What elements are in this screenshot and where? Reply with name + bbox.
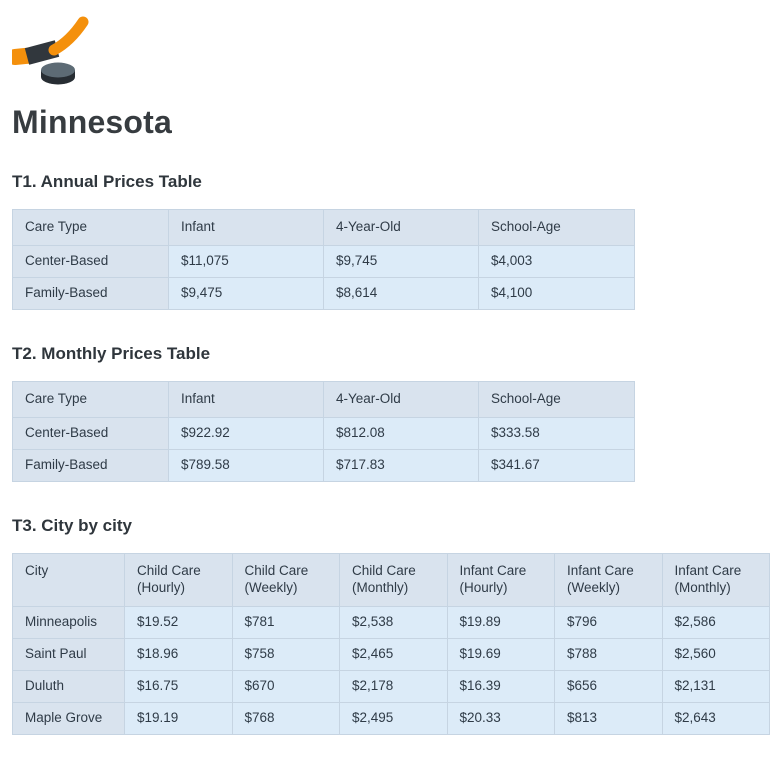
column-header: Child Care (Hourly) (124, 552, 233, 607)
price-cell: $796 (554, 605, 663, 639)
price-cell: $2,131 (661, 669, 770, 703)
price-cell: $19.52 (124, 605, 233, 639)
price-cell: $19.89 (446, 605, 555, 639)
column-header: Infant (168, 380, 324, 418)
price-cell: $788 (554, 637, 663, 671)
column-header: Infant (168, 209, 324, 246)
price-cell: $758 (231, 637, 340, 671)
price-cell: $20.33 (446, 701, 555, 735)
price-cell: $670 (231, 669, 340, 703)
column-header: Infant Care (Weekly) (554, 552, 663, 607)
price-cell: $2,560 (661, 637, 770, 671)
column-header: 4-Year-Old (323, 209, 479, 246)
price-cell: $781 (231, 605, 340, 639)
price-cell: $768 (231, 701, 340, 735)
section-annual-prices: T1. Annual Prices Table Care Type Infant… (12, 172, 770, 310)
column-header: City (12, 552, 125, 607)
column-header: Care Type (12, 380, 169, 418)
price-cell: $813 (554, 701, 663, 735)
price-cell: $2,465 (339, 637, 448, 671)
table-row: Center-Based $922.92 $812.08 $333.58 (12, 416, 635, 450)
price-cell: $333.58 (478, 416, 635, 450)
column-header: Child Care (Monthly) (339, 552, 448, 607)
row-header-cell: Maple Grove (12, 701, 125, 735)
city-by-city-table: City Child Care (Hourly) Child Care (Wee… (12, 552, 770, 735)
table-header-row: Care Type Infant 4-Year-Old School-Age (12, 209, 635, 246)
row-header-cell: Duluth (12, 669, 125, 703)
table-row: Maple Grove $19.19 $768 $2,495 $20.33 $8… (12, 701, 770, 735)
price-cell: $19.19 (124, 701, 233, 735)
price-cell: $812.08 (323, 416, 479, 450)
price-cell: $16.75 (124, 669, 233, 703)
column-header: Infant Care (Monthly) (661, 552, 770, 607)
monthly-prices-table: Care Type Infant 4-Year-Old School-Age C… (12, 380, 635, 482)
table-row: Duluth $16.75 $670 $2,178 $16.39 $656 $2… (12, 669, 770, 703)
price-cell: $18.96 (124, 637, 233, 671)
price-cell: $4,100 (478, 276, 635, 310)
price-cell: $922.92 (168, 416, 324, 450)
price-cell: $9,475 (168, 276, 324, 310)
column-header: Care Type (12, 209, 169, 246)
price-cell: $2,586 (661, 605, 770, 639)
price-cell: $4,003 (478, 244, 635, 278)
price-cell: $2,643 (661, 701, 770, 735)
row-header-cell: Minneapolis (12, 605, 125, 639)
price-cell: $8,614 (323, 276, 479, 310)
column-header: School-Age (478, 209, 635, 246)
section-monthly-prices: T2. Monthly Prices Table Care Type Infan… (12, 344, 770, 482)
hockey-stick-shape (12, 16, 89, 65)
row-header-cell: Family-Based (12, 448, 169, 482)
page-title: Minnesota (12, 104, 173, 140)
column-header: School-Age (478, 380, 635, 418)
puck-shape (41, 62, 75, 85)
price-cell: $2,178 (339, 669, 448, 703)
table-row: Family-Based $9,475 $8,614 $4,100 (12, 276, 635, 310)
section-heading-t1: T1. Annual Prices Table (12, 172, 202, 191)
row-header-cell: Center-Based (12, 416, 169, 450)
row-header-cell: Saint Paul (12, 637, 125, 671)
table-header-row: Care Type Infant 4-Year-Old School-Age (12, 380, 635, 418)
column-header: Child Care (Weekly) (231, 552, 340, 607)
section-heading-t3: T3. City by city (12, 515, 132, 535)
row-header-cell: Center-Based (12, 244, 169, 278)
section-city-by-city: T3. City by city City Child Care (Hourly… (12, 516, 770, 735)
row-header-cell: Family-Based (12, 276, 169, 310)
price-cell: $341.67 (478, 448, 635, 482)
table-row: Minneapolis $19.52 $781 $2,538 $19.89 $7… (12, 605, 770, 639)
price-cell: $16.39 (446, 669, 555, 703)
table-row: Family-Based $789.58 $717.83 $341.67 (12, 448, 635, 482)
section-heading-t2: T2. Monthly Prices Table (12, 343, 211, 363)
table-row: Saint Paul $18.96 $758 $2,465 $19.69 $78… (12, 637, 770, 671)
price-cell: $11,075 (168, 244, 324, 278)
price-cell: $789.58 (168, 448, 324, 482)
column-header: Infant Care (Hourly) (446, 552, 555, 607)
column-header: 4-Year-Old (323, 380, 479, 418)
table-header-row: City Child Care (Hourly) Child Care (Wee… (12, 552, 770, 607)
hockey-stick-and-puck-icon (12, 16, 89, 85)
price-cell: $2,495 (339, 701, 448, 735)
price-cell: $717.83 (323, 448, 479, 482)
price-cell: $2,538 (339, 605, 448, 639)
table-row: Center-Based $11,075 $9,745 $4,003 (12, 244, 635, 278)
price-cell: $19.69 (446, 637, 555, 671)
annual-prices-table: Care Type Infant 4-Year-Old School-Age C… (12, 209, 635, 310)
price-cell: $656 (554, 669, 663, 703)
price-cell: $9,745 (323, 244, 479, 278)
